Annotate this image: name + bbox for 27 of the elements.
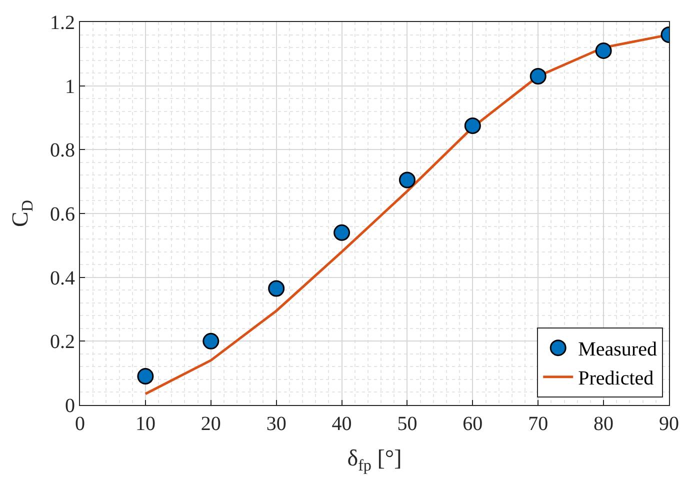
x-axis-title: δ$_{fp}$ [°] [347,446,402,474]
y-tick-label: 0.4 [50,267,75,290]
point [268,280,285,297]
y-tick-label: 0 [65,395,75,417]
x-tick-label: 90 [659,413,679,435]
y-tick-label: 1.2 [50,12,75,34]
legend-label: Measured [578,338,657,361]
x-tick-label: 70 [528,413,548,435]
point [137,368,154,385]
y-tick-label: 1 [65,76,75,98]
point [595,42,612,59]
y-tick-label: 0.8 [50,140,75,162]
y-tick-label: 0.2 [50,331,75,354]
point [398,172,416,188]
x-tick-label: 80 [594,413,614,435]
x-tick-label: 30 [266,413,286,435]
x-tick-label: 20 [200,413,221,435]
x-tick-label: 10 [135,413,156,435]
point [530,68,546,85]
x-tick-label: 50 [397,413,418,435]
legend-label: Predicted [578,368,654,390]
point [464,117,481,134]
y-tick-label: 0.6 [50,204,75,226]
x-tick-label: 60 [462,413,483,435]
x-tick-label: 40 [332,413,352,435]
point [202,332,220,350]
point [334,224,350,241]
